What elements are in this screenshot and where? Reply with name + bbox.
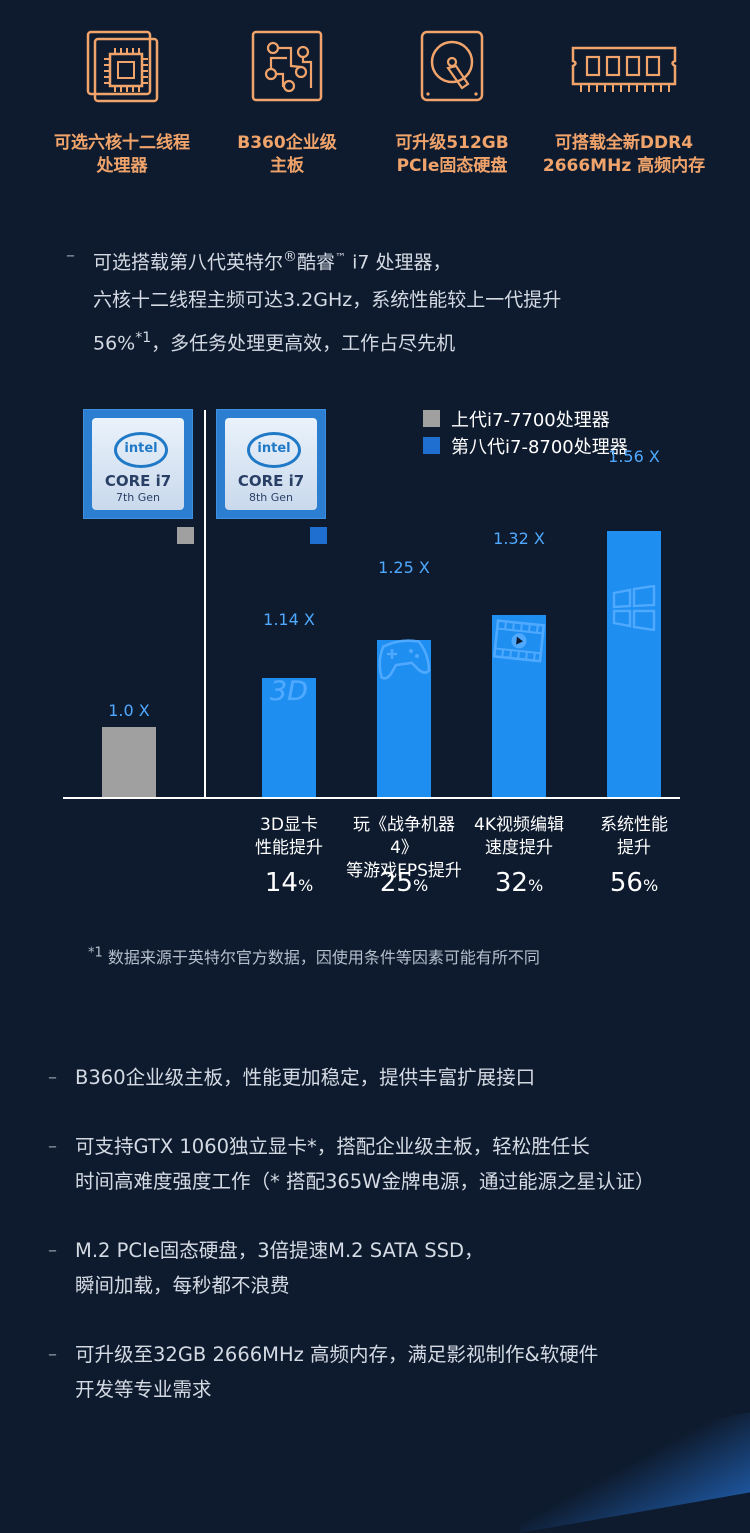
intel-8th-gen-badge: intel CORE i7 8th Gen <box>217 410 325 518</box>
bullet-dash: – <box>48 1344 57 1365</box>
legend-label-prev: 上代i7-7700处理器 <box>451 410 610 431</box>
bullet-dash: – <box>48 1136 57 1157</box>
chart-divider <box>204 410 206 798</box>
3d-icon: 3D <box>268 672 318 708</box>
category-label: 系统性能 提升 <box>600 815 668 858</box>
svg-text:3D: 3D <box>270 676 308 707</box>
chart-baseline <box>63 797 680 799</box>
prev-gen-swatch <box>177 527 194 544</box>
feature-ssd: 可升级512GB PCIe固态硬盘 <box>367 28 537 178</box>
bullet-dash: – <box>66 245 75 266</box>
bullet-text: 可升级至32GB 2666MHz 高频内存，满足影视制作&软硬件 开发等专业需求 <box>75 1337 598 1407</box>
footnote: *1 数据来源于英特尔官方数据，因使用条件等因素可能有所不同 <box>88 945 540 967</box>
percent-label: 14% <box>239 868 339 898</box>
percent-label: 32% <box>469 868 569 898</box>
bullet-text: M.2 PCIe固态硬盘，3倍提速M.2 SATA SSD， 瞬间加载，每秒都不浪… <box>75 1233 484 1303</box>
feature-caption: 可搭载全新DDR4 2666MHz 高频内存 <box>542 133 706 176</box>
bar-value-label: 1.0 X <box>108 701 150 720</box>
bar-value-label: 1.56 X <box>608 447 660 466</box>
intro-line-3: 56%*1，多任务处理更高效，工作占尽先机 <box>93 330 456 355</box>
category-label: 3D显卡 性能提升 <box>255 815 323 858</box>
intro-line-2: 六核十二线程主频可达3.2GHz，系统性能较上一代提升 <box>93 289 562 312</box>
bar-curr-gen-4 <box>607 531 661 797</box>
bar-value-label: 1.32 X <box>493 529 545 548</box>
bullet-dash: – <box>48 1067 57 1088</box>
percent-label: 56% <box>584 868 684 898</box>
intro-paragraph: 可选搭载第八代英特尔®酷睿™ i7 处理器， 六核十二线程主频可达3.2GHz，… <box>93 238 561 363</box>
bullet-line: 瞬间加载，每秒都不浪费 <box>75 1274 290 1297</box>
percent-value: 25 <box>379 868 413 898</box>
hard-disk-icon <box>414 28 490 104</box>
legend-swatch-prev <box>423 410 440 427</box>
legend-swatch-curr <box>423 437 440 454</box>
percent-unit: % <box>297 876 314 895</box>
bullet-line: 开发等专业需求 <box>75 1378 212 1401</box>
bar-value-label: 1.25 X <box>378 557 430 577</box>
percent-unit: % <box>527 876 544 895</box>
windows-icon <box>610 584 658 632</box>
motherboard-icon <box>249 28 325 104</box>
percent-value: 32 <box>494 868 528 898</box>
feature-motherboard: B360企业级 主板 <box>202 28 372 178</box>
bar-prev-gen <box>102 727 156 797</box>
gamepad-icon <box>373 636 433 680</box>
intel-logo: intel <box>247 432 301 468</box>
percent-value: 56 <box>609 868 643 898</box>
bar-curr-gen-2 <box>377 639 431 797</box>
intel-7th-gen-badge: intel CORE i7 7th Gen <box>84 410 192 518</box>
curr-gen-swatch <box>310 527 327 544</box>
feature-cpu: 可选六核十二线程 处理器 <box>37 28 207 178</box>
bar-curr-gen-1 <box>262 678 316 797</box>
intel-logo: intel <box>114 432 168 468</box>
bullet-line: 可升级至32GB 2666MHz 高频内存，满足影视制作&软硬件 <box>75 1343 599 1366</box>
category-label: 4K视频编辑 速度提升 <box>474 815 564 858</box>
bullet-line: 可支持GTX 1060独立显卡*，搭配企业级主板，轻松胜任长 <box>75 1135 590 1158</box>
bullet-text: 可支持GTX 1060独立显卡*，搭配企业级主板，轻松胜任长时间高难度强度工作（… <box>75 1129 654 1199</box>
cpu-chip-icon <box>84 28 160 104</box>
intro-line-1: 可选搭载第八代英特尔®酷睿™ i7 处理器， <box>93 249 452 274</box>
bar-value-label: 1.14 X <box>263 610 315 629</box>
feature-caption: 可选六核十二线程 处理器 <box>54 133 190 176</box>
feature-caption: 可升级512GB PCIe固态硬盘 <box>395 133 509 176</box>
bullet-dash: – <box>48 1240 57 1261</box>
category-label: 玩《战争机器4》 等游戏FPS提升 <box>346 815 462 881</box>
ram-module-icon <box>569 28 679 104</box>
bullet-line: 时间高难度强度工作（* 搭配365W金牌电源，通过能源之星认证） <box>75 1170 655 1193</box>
legend-label-curr: 第八代i7-8700处理器 <box>451 437 628 458</box>
bullet-text: B360企业级主板，性能更加稳定，提供丰富扩展接口 <box>75 1060 535 1095</box>
percent-value: 14 <box>264 868 298 898</box>
corner-decoration <box>520 1407 750 1533</box>
percent-label: 25% <box>354 868 454 898</box>
bullet-line: B360企业级主板，性能更加稳定，提供丰富扩展接口 <box>75 1066 536 1089</box>
percent-unit: % <box>642 876 659 895</box>
bullet-line: M.2 PCIe固态硬盘，3倍提速M.2 SATA SSD， <box>75 1239 484 1262</box>
video-icon <box>492 617 548 665</box>
feature-memory: 可搭载全新DDR4 2666MHz 高频内存 <box>539 28 709 178</box>
percent-unit: % <box>412 876 429 895</box>
feature-caption: B360企业级 主板 <box>237 133 337 176</box>
